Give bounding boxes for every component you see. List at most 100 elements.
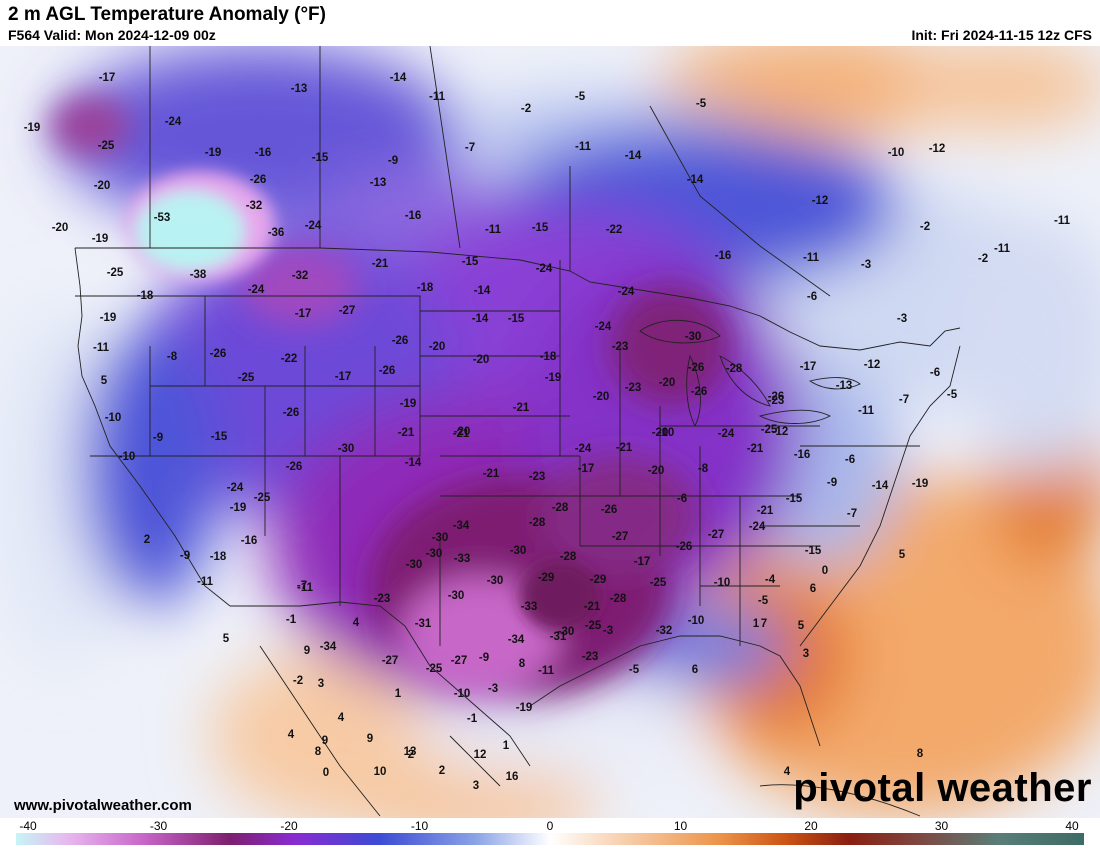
anomaly-value-label: -15: [211, 431, 228, 443]
anomaly-value-label: -20: [652, 427, 669, 439]
anomaly-value-label: -14: [625, 150, 642, 162]
anomaly-value-label: -28: [726, 363, 743, 375]
anomaly-value-label: -3: [861, 259, 871, 271]
anomaly-value-label: -31: [550, 631, 567, 643]
anomaly-value-label: 5: [223, 633, 230, 645]
anomaly-value-label: -23: [612, 341, 629, 353]
anomaly-value-label: -11: [994, 243, 1011, 255]
anomaly-value-label: -16: [255, 147, 272, 159]
color-bar: -40 -30 -20 -10 0 10 20 30 40: [16, 819, 1084, 845]
anomaly-value-label: -7: [847, 508, 857, 520]
anomaly-value-label: -30: [406, 559, 423, 571]
anomaly-value-label: -5: [758, 595, 769, 607]
anomaly-value-label: -32: [246, 200, 263, 212]
anomaly-value-label: -38: [190, 269, 207, 281]
anomaly-value-label: -26: [392, 335, 409, 347]
anomaly-value-label: -33: [521, 601, 538, 613]
anomaly-value-label: -29: [590, 574, 607, 586]
anomaly-value-label: -14: [390, 72, 407, 84]
anomaly-value-label: -10: [688, 615, 705, 627]
valid-time: F564 Valid: Mon 2024-12-09 00z: [8, 27, 216, 43]
anomaly-value-label: -11: [538, 665, 555, 677]
anomaly-value-label: 3: [803, 648, 809, 660]
anomaly-value-label: -27: [612, 531, 629, 543]
anomaly-value-label: -10: [105, 412, 122, 424]
anomaly-value-label: -5: [696, 98, 707, 110]
anomaly-value-label: -25: [426, 663, 443, 675]
anomaly-value-label: -27: [451, 655, 468, 667]
anomaly-value-label: -1: [467, 713, 478, 725]
anomaly-value-label: -11: [575, 141, 592, 153]
anomaly-value-label: -26: [688, 362, 705, 374]
brand-logo: pivotal weather: [793, 766, 1092, 810]
color-bar-tick-label: 40: [1065, 819, 1079, 833]
anomaly-value-label: 4: [288, 729, 295, 741]
anomaly-value-label: -5: [575, 91, 586, 103]
color-bar-tick-label: -20: [280, 819, 298, 833]
anomaly-value-label: -23: [625, 382, 642, 394]
anomaly-value-label: -27: [382, 655, 399, 667]
anomaly-value-label: -8: [698, 463, 709, 475]
anomaly-value-label: -31: [415, 618, 432, 630]
anomaly-value-label: -15: [462, 256, 479, 268]
anomaly-value-label: -19: [24, 122, 41, 134]
anomaly-value-label: 8: [315, 746, 322, 758]
anomaly-value-label: -30: [510, 545, 527, 557]
anomaly-value-label: -12: [772, 426, 789, 438]
anomaly-value-label: -4: [765, 574, 776, 586]
anomaly-value-label: -16: [715, 250, 732, 262]
anomaly-value-label: -24: [595, 321, 612, 333]
anomaly-value-label: -9: [180, 550, 190, 562]
anomaly-value-label: -26: [283, 407, 300, 419]
anomaly-value-label: -26: [691, 386, 708, 398]
anomaly-value-label: -15: [786, 493, 803, 505]
anomaly-value-label: -11: [429, 91, 446, 103]
anomaly-value-label: -10: [119, 451, 136, 463]
anomaly-value-label: 9: [304, 645, 310, 657]
map-title: 2 m AGL Temperature Anomaly (°F): [8, 4, 326, 25]
anomaly-value-label: -26: [601, 504, 618, 516]
anomaly-value-label: -25: [650, 577, 667, 589]
anomaly-value-label: 1: [395, 688, 402, 700]
anomaly-value-label: -12: [864, 359, 881, 371]
anomaly-value-label: -13: [291, 83, 308, 95]
color-bar-tick-label: 20: [804, 819, 818, 833]
anomaly-value-label: -2: [293, 675, 303, 687]
anomaly-value-label: -11: [297, 582, 314, 594]
anomaly-value-label: -19: [516, 702, 533, 714]
anomaly-value-label: -20: [52, 222, 69, 234]
anomaly-value-label: -6: [677, 493, 687, 505]
anomaly-value-label: -20: [94, 180, 111, 192]
anomaly-value-label: -26: [286, 461, 303, 473]
init-time: Init: Fri 2024-11-15 12z CFS: [911, 27, 1092, 43]
anomaly-value-label: 1: [753, 618, 760, 630]
header: 2 m AGL Temperature Anomaly (°F) F564 Va…: [0, 0, 1100, 46]
anomaly-value-label: 2: [144, 534, 150, 546]
anomaly-value-label: -20: [473, 354, 490, 366]
anomaly-value-label: 5: [101, 375, 108, 387]
anomaly-value-label: -24: [618, 286, 635, 298]
anomaly-value-label: -29: [538, 572, 555, 584]
anomaly-value-label: 16: [506, 771, 519, 783]
anomaly-value-label: -16: [241, 535, 258, 547]
anomaly-value-label: -26: [210, 348, 227, 360]
anomaly-value-label: -6: [807, 291, 817, 303]
anomaly-value-label: -19: [92, 233, 109, 245]
anomaly-value-label: -3: [488, 683, 498, 695]
color-bar-tick-label: -40: [19, 819, 37, 833]
anomaly-value-label: -26: [768, 391, 785, 403]
anomaly-value-label: -15: [532, 222, 549, 234]
anomaly-value-label: -21: [584, 601, 601, 613]
anomaly-map[interactable]: -17 -14-13-11 -5-2 -5-19 -24-25-19 -16 -15 -9-1…: [0, 46, 1100, 818]
anomaly-value-label: -9: [153, 432, 163, 444]
anomaly-value-label: -20: [454, 426, 471, 438]
anomaly-value-label: -17: [295, 308, 312, 320]
anomaly-value-label: 5: [798, 620, 805, 632]
anomaly-value-label: -18: [210, 551, 227, 563]
anomaly-value-label: 13: [404, 746, 417, 758]
anomaly-value-label: 3: [318, 678, 324, 690]
anomaly-label-layer: -17 -14-13-11 -5-2 -5-19 -24-25-19 -16 -15 -9-1…: [24, 72, 1071, 792]
anomaly-value-label: 5: [899, 549, 906, 561]
anomaly-value-label: -17: [634, 556, 651, 568]
anomaly-value-label: -7: [899, 394, 909, 406]
